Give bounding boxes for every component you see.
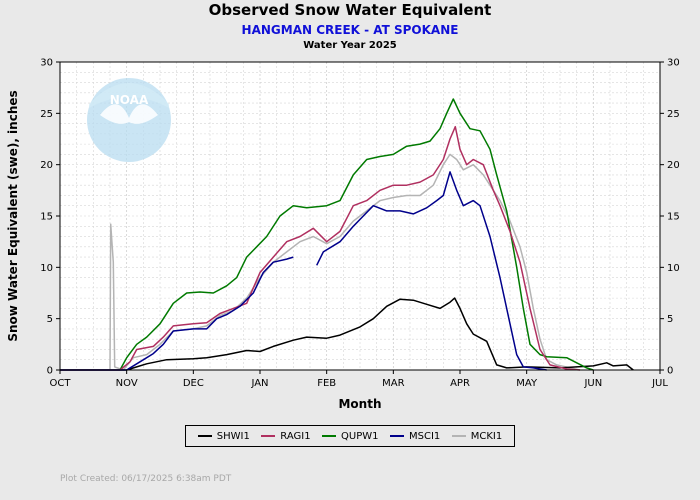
y-tick-label-left: 10 (40, 263, 53, 274)
plot-created-timestamp: Plot Created: 06/17/2025 6:38am PDT (60, 474, 232, 484)
y-tick-label-left: 30 (40, 58, 53, 69)
x-tick-label: FEB (317, 378, 336, 389)
noaa-logo-text: NOAA (110, 93, 149, 107)
x-tick-label: JAN (250, 378, 268, 389)
noaa-logo: NOAA (87, 78, 171, 162)
legend-swatch (322, 435, 337, 437)
x-tick-label: NOV (116, 378, 138, 389)
series-line-qupw1 (60, 98, 594, 371)
x-tick-label: JUL (651, 378, 668, 389)
series-line-msci1 (316, 171, 547, 371)
y-tick-label-right: 30 (667, 58, 680, 69)
chart-legend: SHWI1 RAGI1 QUPW1 MSCI1 MCKI1 (185, 425, 515, 447)
legend-item-ragi1: RAGI1 (261, 430, 311, 442)
y-tick-label-right: 15 (667, 212, 680, 223)
legend-swatch (197, 435, 212, 437)
y-axis-label: Snow Water Equivalent (swe), inches (6, 90, 20, 341)
y-tick-label-left: 0 (47, 366, 53, 377)
x-tick-label: DEC (183, 378, 204, 389)
y-tick-label-right: 10 (667, 263, 680, 274)
y-tick-label-left: 5 (47, 314, 53, 325)
legend-item-msci1: MSCI1 (389, 430, 441, 442)
chart-title: Observed Snow Water Equivalent (208, 1, 492, 19)
y-tick-label-right: 20 (667, 160, 680, 171)
legend-swatch (261, 435, 276, 437)
legend-label: MCKI1 (470, 430, 503, 442)
y-tick-label-right: 5 (667, 314, 673, 325)
legend-label: RAGI1 (280, 430, 311, 442)
x-axis-label: Month (338, 397, 381, 411)
legend-swatch (389, 435, 404, 437)
y-tick-label-left: 20 (40, 160, 53, 171)
grid-lines (60, 62, 660, 370)
legend-item-qupw1: QUPW1 (322, 430, 379, 442)
y-tick-label-left: 25 (40, 109, 53, 120)
series-line-ragi1 (60, 125, 581, 371)
legend-swatch (451, 435, 466, 437)
legend-label: MSCI1 (408, 430, 441, 442)
legend-item-shwi1: SHWI1 (197, 430, 250, 442)
x-tick-label: APR (450, 378, 470, 389)
axis-ticks: 0 0 5 5 10 10 15 15 20 20 25 25 30 30 OCT NOV DEC JAN FEB M… (40, 58, 679, 390)
x-tick-label: JUN (583, 378, 602, 389)
legend-item-mcki1: MCKI1 (451, 430, 503, 442)
series-line-msci1 (60, 256, 294, 371)
series-layer (60, 98, 634, 371)
x-tick-label: OCT (50, 378, 72, 389)
y-tick-label-left: 15 (40, 212, 53, 223)
x-tick-label: MAY (516, 378, 538, 389)
legend-label: QUPW1 (341, 430, 379, 442)
water-year-label: Water Year 2025 (303, 40, 397, 51)
y-tick-label-right: 0 (667, 366, 673, 377)
station-subtitle: HANGMAN CREEK - AT SPOKANE (241, 23, 459, 37)
x-tick-label: MAR (382, 378, 404, 389)
y-tick-label-right: 25 (667, 109, 680, 120)
legend-label: SHWI1 (216, 430, 250, 442)
